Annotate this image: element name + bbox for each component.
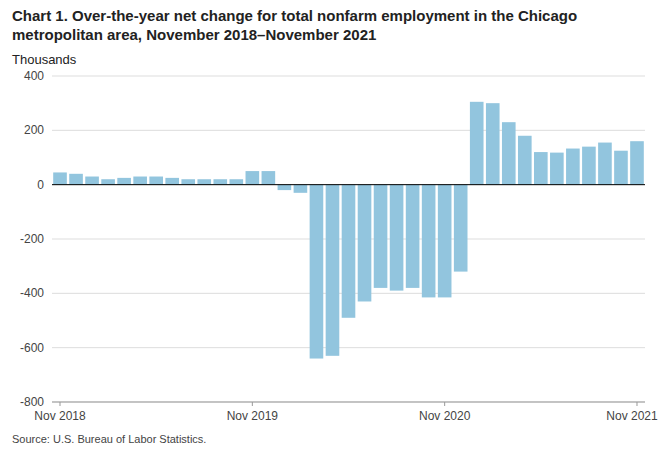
bar <box>69 174 83 185</box>
bar <box>486 103 500 184</box>
zero-line <box>52 184 645 185</box>
title: Chart 1. Over-the-year net change for to… <box>12 6 642 44</box>
bar <box>326 185 340 356</box>
bar <box>165 178 179 185</box>
bar <box>213 179 227 184</box>
grid-line <box>52 76 645 77</box>
bar <box>262 171 276 185</box>
grid <box>52 76 645 402</box>
bar <box>406 185 420 288</box>
x-tick <box>252 402 253 406</box>
bar <box>53 172 67 184</box>
bar <box>502 122 516 184</box>
bar <box>85 177 99 185</box>
x-tick-label: Nov 2020 <box>419 409 471 423</box>
y-tick-label: 0 <box>37 178 44 192</box>
x-tick-label: Nov 2021 <box>606 409 658 423</box>
bar <box>614 151 628 185</box>
x-tick <box>636 402 637 406</box>
y-tick-label: -800 <box>20 395 44 409</box>
grid-line <box>52 402 645 403</box>
grid-line <box>52 184 645 185</box>
bar <box>582 147 596 185</box>
bar <box>390 185 404 291</box>
bar <box>229 179 243 184</box>
x-axis-line <box>52 402 645 403</box>
bar <box>518 136 532 185</box>
x-tick <box>60 402 61 406</box>
y-tick-label: -600 <box>20 341 44 355</box>
y-tick-label: 400 <box>24 69 44 83</box>
y-axis-label: Thousands <box>12 52 77 67</box>
bar <box>598 143 612 185</box>
bar <box>149 177 163 185</box>
grid-line <box>52 130 645 131</box>
y-tick-label: 200 <box>24 123 44 137</box>
bar <box>630 141 644 184</box>
y-tick-label: -400 <box>20 286 44 300</box>
x-tick <box>444 402 445 406</box>
bar <box>342 185 356 318</box>
y-tick-label: -200 <box>20 232 44 246</box>
bar <box>294 185 308 193</box>
bar <box>534 152 548 185</box>
bar <box>454 185 468 272</box>
bar <box>117 178 131 185</box>
bar <box>358 185 372 302</box>
bar <box>374 185 388 288</box>
bar <box>197 179 211 184</box>
bars <box>53 102 644 359</box>
grid-line <box>52 347 645 348</box>
bar <box>470 102 484 185</box>
x-tick-label: Nov 2019 <box>227 409 279 423</box>
bar <box>133 177 147 185</box>
bar <box>422 185 436 298</box>
bar <box>101 179 115 184</box>
bar <box>246 171 260 185</box>
x-tick-label: Nov 2018 <box>34 409 86 423</box>
source: Source: U.S. Bureau of Labor Statistics. <box>12 433 206 445</box>
bar <box>181 179 195 184</box>
bar <box>278 185 292 190</box>
bar <box>550 153 564 185</box>
bar <box>310 185 324 359</box>
bar <box>438 185 452 298</box>
bar <box>566 149 580 185</box>
